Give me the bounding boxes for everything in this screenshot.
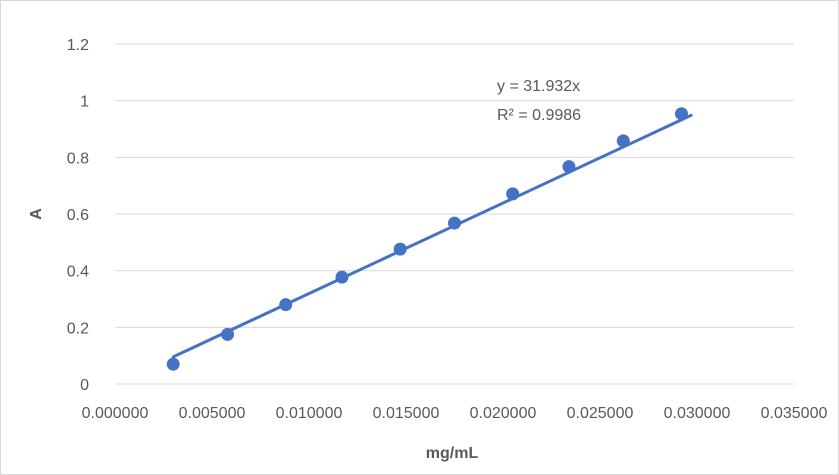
y-tick-label: 0.6 (67, 207, 89, 224)
x-tick-label: 0.025000 (567, 405, 634, 422)
y-axis-title: A (28, 208, 45, 220)
x-tick-label: 0.010000 (276, 405, 343, 422)
r-squared-label: R² = 0.9986 (497, 107, 581, 124)
data-points (166, 107, 688, 371)
data-point (616, 134, 630, 148)
data-point (562, 160, 576, 174)
data-point (166, 357, 180, 371)
data-point (221, 327, 235, 341)
y-tick-label: 1.2 (67, 37, 89, 54)
x-tick-label: 0.030000 (664, 405, 731, 422)
gridlines (115, 43, 794, 385)
data-point (393, 242, 407, 256)
data-point (335, 270, 349, 284)
x-tick-labels: 0.000000 0.005000 0.010000 0.015000 0.020000… (82, 405, 828, 422)
x-tick-label: 0.020000 (470, 405, 537, 422)
y-tick-label: 0.4 (67, 264, 89, 281)
data-point (506, 187, 520, 201)
y-tick-label: 0.8 (67, 150, 89, 167)
y-tick-label: 0.2 (67, 320, 89, 337)
x-tick-label: 0.015000 (373, 405, 440, 422)
x-tick-label: 0.005000 (179, 405, 246, 422)
y-tick-label: 0 (80, 377, 89, 394)
trendline-equation: y = 31.932x (497, 78, 580, 95)
x-axis-title: mg/mL (426, 445, 479, 462)
x-tick-label: 0.035000 (761, 405, 828, 422)
y-tick-label: 1 (80, 94, 89, 111)
data-point (674, 107, 688, 121)
data-point (279, 298, 293, 312)
trendline (171, 113, 693, 359)
data-point (448, 216, 461, 230)
x-tick-label: 0.000000 (82, 405, 149, 422)
y-tick-labels: 0 0.2 0.4 0.6 0.8 1 1.2 (67, 37, 89, 394)
